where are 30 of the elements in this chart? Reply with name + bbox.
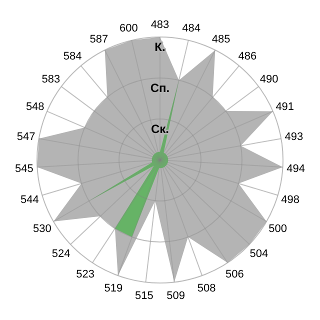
spoke-label: 500 <box>268 222 287 235</box>
spoke-label: 485 <box>212 33 230 46</box>
spoke-label: 523 <box>76 268 94 280</box>
spoke-label: 483 <box>150 18 170 31</box>
spoke-label: 508 <box>197 282 216 295</box>
spoke-label: 530 <box>33 222 52 235</box>
spoke-label: 587 <box>90 33 108 46</box>
spoke-label: 504 <box>250 248 268 260</box>
spoke-label: 584 <box>63 50 82 63</box>
y-tick-label: Ск. <box>150 122 170 136</box>
spoke-label: 524 <box>52 248 70 260</box>
spoke-label: 544 <box>20 194 39 206</box>
spoke-label: 494 <box>286 162 305 175</box>
y-tick-label: Сп. <box>150 81 170 95</box>
spoke-label: 491 <box>276 100 294 113</box>
spoke-label: 484 <box>182 22 201 35</box>
spoke-label: 490 <box>260 74 278 86</box>
spoke-label: 506 <box>226 268 244 280</box>
spoke-label: 493 <box>284 131 304 144</box>
spoke-label: 600 <box>119 22 138 35</box>
spoke-label: 583 <box>42 74 60 86</box>
y-tick-label: К. <box>154 40 166 54</box>
spoke-label: 515 <box>135 290 154 302</box>
spoke-label: 498 <box>281 194 300 206</box>
spoke-label: 509 <box>166 290 185 302</box>
spoke-label: 486 <box>238 50 257 63</box>
spoke-label: 545 <box>15 162 34 175</box>
spoke-label: 547 <box>16 131 36 144</box>
spoke-label: 519 <box>104 282 123 295</box>
spoke-label: 548 <box>26 100 44 113</box>
